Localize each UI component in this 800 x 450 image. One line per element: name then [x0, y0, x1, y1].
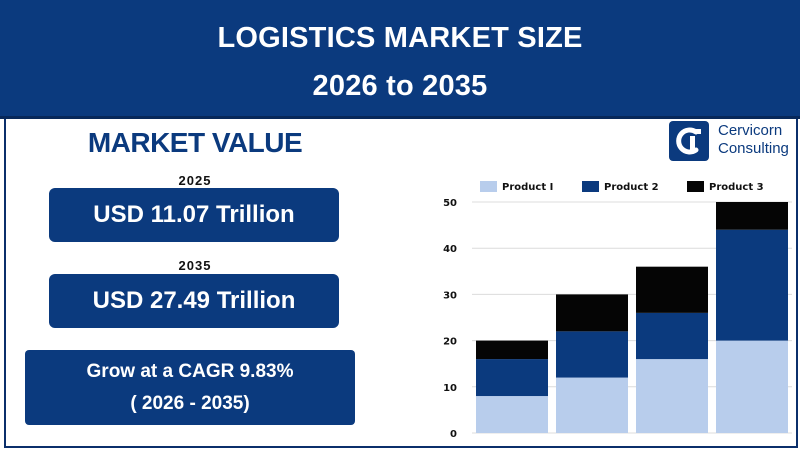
- stacked-bar-chart: 0 10 20 30 40 50 Product I Product 2 Product 3: [443, 181, 792, 440]
- y-tick-label: 20: [443, 337, 457, 348]
- y-tick-label: 40: [443, 244, 457, 255]
- logo-name: Cervicorn Consulting: [718, 122, 789, 158]
- year-label-2025: 2025: [178, 173, 212, 188]
- bar-segment-1-category-1: [476, 396, 548, 433]
- value-box-2035: USD 27.49 Trillion: [49, 274, 339, 328]
- year-label-2035: 2035: [178, 258, 212, 273]
- value-text-2025: USD 11.07 Trillion: [93, 201, 295, 228]
- logo-name-line2: Consulting: [718, 140, 789, 157]
- bar-segment-2-category-2: [556, 331, 628, 378]
- bar-segment-1-category-2: [556, 377, 628, 433]
- page-subtitle: 2026 to 2035: [312, 70, 488, 102]
- bar-segment-3-category-3: [636, 266, 708, 313]
- market-value-heading: MARKET VALUE: [87, 127, 303, 158]
- legend-label-2: Product 2: [604, 182, 659, 193]
- company-logo: Cervicorn Consulting: [669, 121, 799, 161]
- header-banner: LOGISTICS MARKET SIZE 2026 to 2035: [0, 0, 800, 119]
- cagr-rate: Grow at a CAGR 9.83%: [86, 361, 294, 382]
- logo-name-line1: Cervicorn: [718, 122, 783, 139]
- value-text-2035: USD 27.49 Trillion: [92, 287, 296, 314]
- y-tick-label: 0: [450, 429, 457, 440]
- y-tick-label: 30: [443, 290, 457, 301]
- bar-segment-2-category-1: [476, 359, 548, 397]
- value-box-2025: USD 11.07 Trillion: [49, 188, 339, 242]
- page-title: LOGISTICS MARKET SIZE: [217, 22, 583, 54]
- bar-segment-2-category-3: [636, 312, 708, 360]
- bar-segment-2-category-4: [716, 229, 788, 341]
- y-tick-label: 50: [443, 198, 457, 209]
- bar-segment-1-category-4: [716, 340, 788, 433]
- bar-segment-3-category-4: [716, 202, 788, 230]
- bar-segment-3-category-2: [556, 294, 628, 332]
- bar-segment-1-category-3: [636, 359, 708, 433]
- legend-swatch-3: [687, 181, 704, 192]
- logo-mark-icon: [669, 121, 709, 161]
- legend-swatch-2: [582, 181, 599, 192]
- legend-label-1: Product I: [502, 182, 553, 193]
- legend-label-3: Product 3: [709, 182, 764, 193]
- y-tick-label: 10: [443, 383, 457, 394]
- bar-segment-3-category-1: [476, 340, 548, 360]
- cagr-period: ( 2026 - 2035): [130, 393, 250, 414]
- legend-swatch-1: [480, 181, 497, 192]
- cagr-box: Grow at a CAGR 9.83% ( 2026 - 2035): [25, 350, 355, 425]
